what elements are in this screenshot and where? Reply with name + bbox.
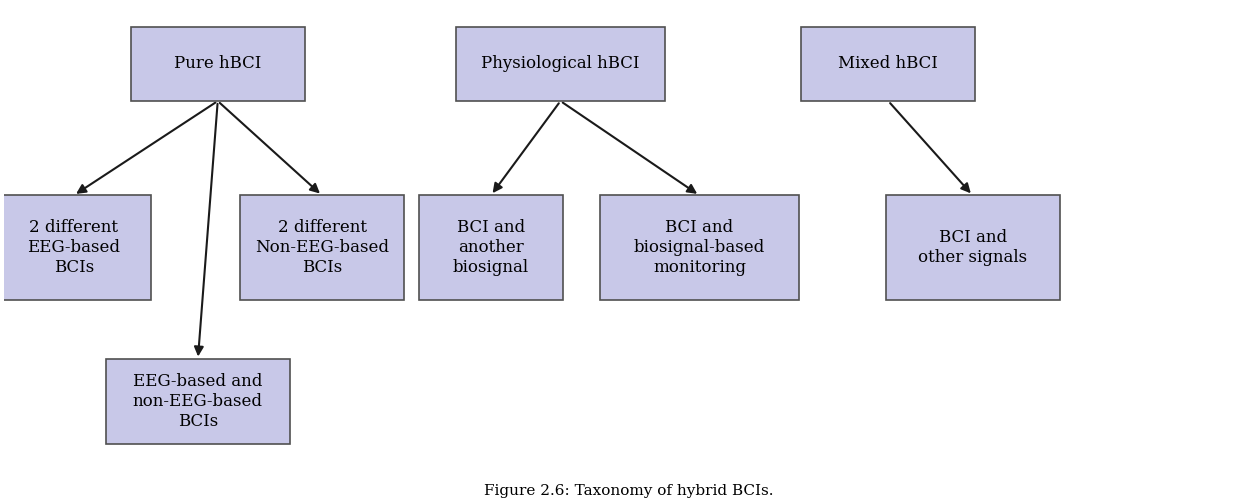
Text: 2 different
EEG-based
BCIs: 2 different EEG-based BCIs	[28, 220, 121, 276]
Text: Mixed hBCI: Mixed hBCI	[838, 55, 938, 72]
FancyBboxPatch shape	[240, 195, 403, 300]
Text: BCI and
other signals: BCI and other signals	[918, 229, 1027, 266]
Text: BCI and
biosignal-based
monitoring: BCI and biosignal-based monitoring	[634, 220, 766, 276]
Text: 2 different
Non-EEG-based
BCIs: 2 different Non-EEG-based BCIs	[255, 220, 390, 276]
Text: EEG-based and
non-EEG-based
BCIs: EEG-based and non-EEG-based BCIs	[133, 374, 263, 430]
FancyBboxPatch shape	[600, 195, 799, 300]
Text: Physiological hBCI: Physiological hBCI	[481, 55, 640, 72]
FancyBboxPatch shape	[419, 195, 563, 300]
FancyBboxPatch shape	[131, 26, 304, 101]
Text: Pure hBCI: Pure hBCI	[173, 55, 261, 72]
FancyBboxPatch shape	[0, 195, 151, 300]
FancyBboxPatch shape	[802, 26, 975, 101]
FancyBboxPatch shape	[456, 26, 665, 101]
FancyBboxPatch shape	[106, 360, 290, 444]
FancyBboxPatch shape	[886, 195, 1060, 300]
Text: BCI and
another
biosignal: BCI and another biosignal	[453, 220, 529, 276]
Text: Figure 2.6: Taxonomy of hybrid BCIs.: Figure 2.6: Taxonomy of hybrid BCIs.	[484, 484, 773, 498]
